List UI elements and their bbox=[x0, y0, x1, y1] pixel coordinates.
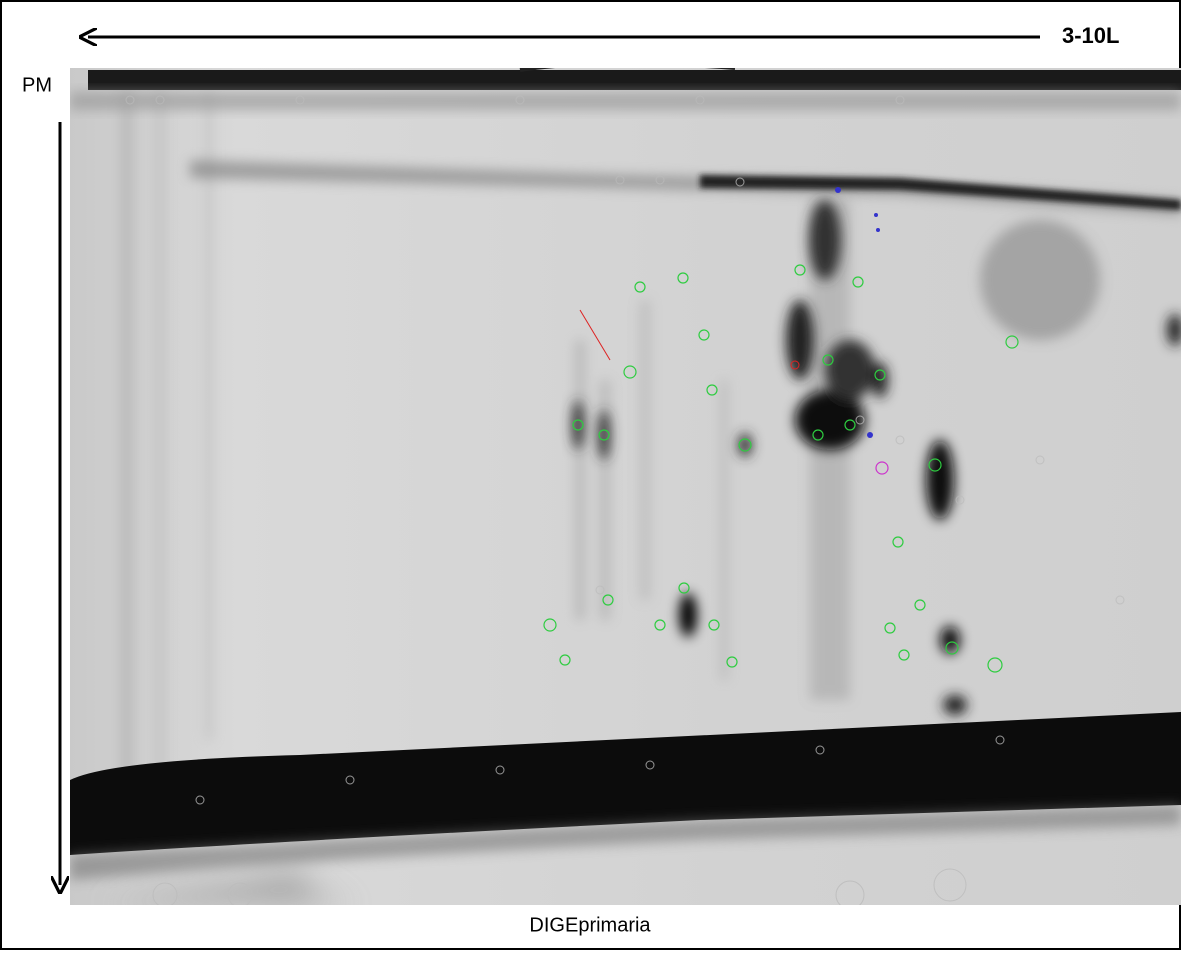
gel-image bbox=[70, 63, 1181, 909]
caption: DIGEprimaria bbox=[529, 914, 651, 936]
mass-label: PM bbox=[22, 74, 52, 96]
figure: 3-10L PM bbox=[0, 0, 1181, 950]
ph-range-label: 3-10L bbox=[1062, 23, 1119, 48]
